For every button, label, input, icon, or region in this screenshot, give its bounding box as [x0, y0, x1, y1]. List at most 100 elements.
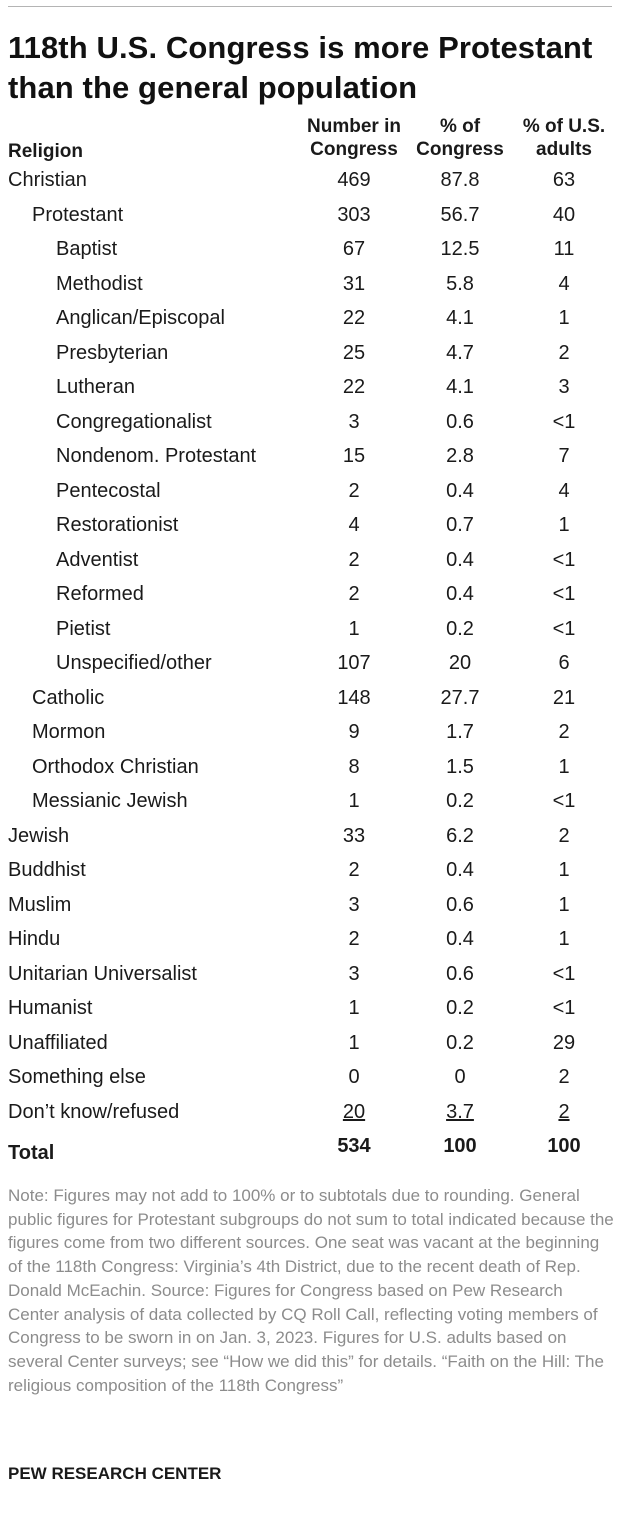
- table-row: Adventist 2 0.4 <1: [0, 543, 620, 578]
- pct-of-us-adults-cell: <1: [552, 962, 576, 985]
- number-in-congress-cell: 1: [348, 790, 360, 812]
- table-row: Unitarian Universalist 3 0.6 <1: [0, 957, 620, 992]
- table-row: Presbyterian 25 4.7 2: [0, 336, 620, 371]
- table-row: Christian 469 87.8 63: [0, 163, 620, 198]
- row-label: Presbyterian: [56, 341, 169, 364]
- table-row: Anglican/Episcopal 22 4.1 1: [0, 301, 620, 336]
- note-text: Note: Figures may not add to 100% or to …: [8, 1186, 614, 1300]
- number-in-congress-cell: 25: [342, 341, 366, 364]
- pct-of-congress-cell: 0.2: [446, 790, 474, 812]
- header-pct-of-congress: % of Congress: [416, 116, 504, 160]
- pct-of-congress-cell: 27.7: [440, 686, 480, 709]
- row-label: Unitarian Universalist: [8, 962, 197, 985]
- number-in-congress-cell: 4: [348, 514, 360, 536]
- row-label: Christian: [8, 169, 87, 191]
- table-row: Lutheran 22 4.1 3: [0, 370, 620, 405]
- table-row: Unspecified/other 107 20 6: [0, 646, 620, 681]
- number-in-congress-cell: 2: [348, 928, 360, 950]
- table-row: Congregationalist 3 0.6 <1: [0, 405, 620, 440]
- table-row: Pentecostal 2 0.4 4: [0, 474, 620, 509]
- pct-of-us-adults-cell: 2: [558, 824, 570, 847]
- table-row: Something else 0 0 2: [0, 1060, 620, 1095]
- table-row: Nondenom. Protestant 15 2.8 7: [0, 439, 620, 474]
- organization-logo-text: PEW RESEARCH CENTER: [8, 1464, 222, 1483]
- pct-of-congress-cell: 0.4: [446, 583, 474, 605]
- report-title: “Faith on the Hill: The religious compos…: [8, 1351, 604, 1395]
- pct-of-us-adults-cell: <1: [552, 617, 576, 640]
- table-row: Restorationist 4 0.7 1: [0, 508, 620, 543]
- row-label: Pentecostal: [56, 479, 161, 502]
- number-in-congress-cell: 2: [348, 859, 360, 881]
- row-label: Anglican/Episcopal: [56, 307, 225, 329]
- table-header: Religion Number in Congress % of Congres…: [0, 115, 620, 165]
- pct-of-us-adults-cell: 1: [558, 755, 570, 778]
- number-in-congress-cell: 303: [337, 203, 371, 226]
- number-in-congress-cell: 22: [342, 376, 366, 398]
- row-label: Messianic Jewish: [32, 790, 188, 812]
- pct-of-us-adults-cell: 1: [558, 307, 570, 329]
- pct-of-us-adults-cell: 2: [558, 1066, 570, 1088]
- table-row: Methodist 31 5.8 4: [0, 267, 620, 302]
- pct-of-us-adults-cell: 2: [558, 341, 570, 364]
- pct-of-us-adults-cell: 63: [552, 169, 576, 191]
- pct-of-us-adults-cell: 1: [558, 928, 570, 950]
- pct-of-congress-cell: 0.6: [446, 410, 474, 433]
- pct-of-congress-cell: 20: [448, 652, 472, 674]
- row-label: Unspecified/other: [56, 652, 212, 674]
- pct-of-congress-cell: 56.7: [440, 203, 480, 226]
- number-in-congress-cell: 1: [348, 997, 360, 1019]
- number-in-congress-cell: 33: [342, 824, 366, 847]
- table-row: Don’t know/refused 20 3.7 2: [0, 1095, 620, 1130]
- row-label: Adventist: [56, 548, 139, 571]
- table-row: Unaffiliated 1 0.2 29: [0, 1026, 620, 1061]
- pct-of-congress-cell: 87.8: [440, 169, 480, 191]
- row-label: Congregationalist: [56, 410, 212, 433]
- pct-of-us-adults-cell: 100: [547, 1135, 581, 1157]
- pct-of-congress-cell: 1.5: [446, 755, 474, 778]
- row-label: Mormon: [32, 721, 106, 743]
- number-in-congress-cell: 1: [348, 617, 360, 640]
- pct-of-congress-cell: 100: [443, 1135, 477, 1157]
- table-row: Messianic Jewish 1 0.2 <1: [0, 784, 620, 819]
- pct-of-us-adults-cell: 11: [553, 238, 575, 260]
- table-row: Jewish 33 6.2 2: [0, 819, 620, 854]
- table-row: Reformed 2 0.4 <1: [0, 577, 620, 612]
- chart-title: 118th U.S. Congress is more Protestant t…: [8, 30, 593, 105]
- row-label: Methodist: [56, 272, 143, 295]
- number-in-congress-cell: 22: [342, 307, 366, 329]
- number-in-congress-cell: 107: [337, 652, 371, 674]
- pct-of-us-adults-cell: 3: [558, 376, 570, 398]
- table-row: Muslim 3 0.6 1: [0, 888, 620, 923]
- footnote: Note: Figures may not add to 100% or to …: [8, 1184, 614, 1397]
- row-label: Unaffiliated: [8, 1031, 108, 1054]
- row-label: Reformed: [56, 583, 144, 605]
- row-label: Don’t know/refused: [8, 1100, 180, 1123]
- number-in-congress-cell: 3: [348, 893, 360, 916]
- pct-of-us-adults-cell: 4: [558, 479, 570, 502]
- number-in-congress-cell: 3: [348, 410, 360, 433]
- row-label: Buddhist: [8, 859, 86, 881]
- number-in-congress-cell: 0: [348, 1066, 360, 1088]
- pct-of-us-adults-cell: <1: [552, 790, 576, 812]
- number-in-congress-cell: 15: [342, 445, 366, 467]
- pct-of-us-adults-cell: 6: [558, 652, 570, 674]
- number-in-congress-cell: 534: [337, 1135, 371, 1157]
- number-in-congress-cell: 67: [342, 238, 366, 260]
- number-in-congress-cell: 8: [348, 755, 360, 778]
- pct-of-congress-cell: 0.2: [446, 997, 474, 1019]
- number-in-congress-cell: 469: [337, 169, 371, 191]
- row-label: Hindu: [8, 928, 61, 950]
- number-in-congress-cell: 2: [348, 583, 360, 605]
- table-row: Humanist 1 0.2 <1: [0, 991, 620, 1026]
- row-label: Restorationist: [56, 514, 179, 536]
- pct-of-congress-cell: 0.4: [446, 928, 474, 950]
- pct-of-congress-cell: 12.5: [440, 238, 480, 260]
- row-label: Catholic: [32, 686, 105, 709]
- pct-of-congress-cell: 6.2: [446, 824, 474, 847]
- header-religion: Religion: [8, 141, 83, 162]
- pct-of-congress-cell: 0.4: [446, 859, 474, 881]
- pct-of-us-adults-cell: 2: [558, 721, 570, 743]
- number-in-congress-cell: 20: [342, 1100, 366, 1123]
- pct-of-congress-cell: 0.6: [446, 962, 474, 985]
- pct-of-congress-cell: 4.1: [446, 376, 474, 398]
